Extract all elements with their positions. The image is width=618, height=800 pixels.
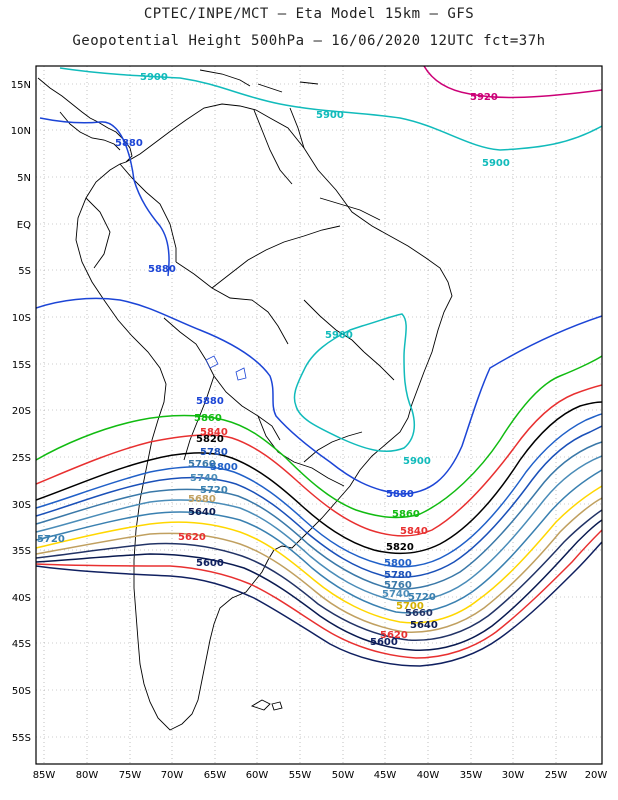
contour-label-5720: 5720 bbox=[408, 592, 436, 603]
contour-label-5800: 5800 bbox=[210, 462, 238, 473]
contour-label-5720: 5720 bbox=[37, 534, 65, 545]
contour-5740 bbox=[36, 455, 602, 602]
contour-label-5920: 5920 bbox=[470, 92, 498, 103]
contour-label-5660: 5660 bbox=[405, 608, 433, 619]
contour-label-5800: 5800 bbox=[384, 558, 412, 569]
contour-5860 bbox=[36, 355, 602, 519]
contour-label-5700: 5700 bbox=[396, 601, 424, 612]
contour-label-5820: 5820 bbox=[196, 434, 224, 445]
contour-5620 bbox=[36, 529, 602, 659]
contour-label-5780: 5780 bbox=[200, 447, 228, 458]
lat-tick-label: 5S bbox=[18, 266, 31, 277]
lat-tick-label: 15N bbox=[11, 80, 31, 91]
contour-label-5900: 5900 bbox=[403, 456, 431, 467]
contour-label-5860: 5860 bbox=[392, 509, 420, 520]
contour-label-5840: 5840 bbox=[200, 427, 228, 438]
lon-tick-label: 20W bbox=[585, 770, 608, 781]
contour-5900-north bbox=[59, 67, 602, 151]
lon-tick-label: 25W bbox=[545, 770, 568, 781]
contour-5680 bbox=[36, 497, 602, 633]
lat-tick-label: 55S bbox=[12, 733, 31, 744]
contour-label-5620: 5620 bbox=[380, 630, 408, 641]
lat-tick-label: 10S bbox=[12, 313, 31, 324]
contour-label-5880: 5880 bbox=[386, 489, 414, 500]
contour-label-5640: 5640 bbox=[410, 620, 438, 631]
map-frame bbox=[35, 65, 603, 765]
lat-tick-label: 20S bbox=[12, 406, 31, 417]
lat-tick-label: 25S bbox=[12, 453, 31, 464]
lat-tick-label: 15S bbox=[12, 360, 31, 371]
contour-label-5600: 5600 bbox=[196, 558, 224, 569]
lon-tick-label: 45W bbox=[374, 770, 397, 781]
contour-label-5780: 5780 bbox=[384, 570, 412, 581]
contour-label-5760: 5760 bbox=[188, 459, 216, 470]
graticule bbox=[36, 66, 602, 764]
map-title-line-2: Geopotential Height 500hPa – 16/06/2020 … bbox=[72, 33, 546, 49]
contour-5760 bbox=[36, 441, 602, 590]
falkland-islands bbox=[250, 699, 283, 711]
contour-5660 bbox=[36, 509, 602, 641]
contour-label-5640: 5640 bbox=[188, 507, 216, 518]
contour-label-5880: 5880 bbox=[115, 138, 143, 149]
contour-label-5860: 5860 bbox=[194, 413, 222, 424]
contour-5900-brazil bbox=[293, 313, 416, 452]
contour-5700 bbox=[36, 485, 602, 624]
lon-tick-label: 70W bbox=[161, 770, 184, 781]
lat-tick-label: 45S bbox=[12, 639, 31, 650]
lat-tick-label: 40S bbox=[12, 593, 31, 604]
contour-label-5600: 5600 bbox=[370, 637, 398, 648]
map-title-line-1: CPTEC/INPE/MCT – Eta Model 15km – GFS bbox=[143, 6, 475, 22]
contour-5840 bbox=[36, 384, 602, 537]
contour-label-5880: 5880 bbox=[148, 264, 176, 275]
contour-5880-north bbox=[39, 117, 170, 277]
lon-tick-label: 85W bbox=[33, 770, 56, 781]
contour-5820 bbox=[36, 401, 602, 555]
contour-5780 bbox=[36, 425, 602, 578]
lat-tick-label: 10N bbox=[11, 126, 31, 137]
contour-label-5740: 5740 bbox=[382, 589, 410, 600]
contour-label-5760: 5760 bbox=[384, 580, 412, 591]
contour-label-5840: 5840 bbox=[400, 526, 428, 537]
lon-tick-label: 65W bbox=[204, 770, 227, 781]
contour-5800 bbox=[36, 413, 602, 568]
lat-tick-label: 50S bbox=[12, 686, 31, 697]
contour-5640 bbox=[36, 519, 602, 651]
lon-tick-label: 55W bbox=[289, 770, 312, 781]
contour-label-5880: 5880 bbox=[196, 396, 224, 407]
lon-tick-label: 30W bbox=[502, 770, 525, 781]
lat-tick-label: 30S bbox=[12, 500, 31, 511]
lon-tick-label: 35W bbox=[460, 770, 483, 781]
lake bbox=[205, 355, 247, 381]
lat-tick-label: 5N bbox=[17, 173, 31, 184]
contour-label-5900: 5900 bbox=[325, 330, 353, 341]
lon-tick-label: 60W bbox=[246, 770, 269, 781]
contour-label-5740: 5740 bbox=[190, 473, 218, 484]
lon-tick-label: 50W bbox=[332, 770, 355, 781]
contour-label-5820: 5820 bbox=[386, 542, 414, 553]
lon-tick-label: 40W bbox=[417, 770, 440, 781]
contour-label-5680: 5680 bbox=[188, 494, 216, 505]
lon-tick-label: 80W bbox=[76, 770, 99, 781]
lon-tick-label: 75W bbox=[119, 770, 142, 781]
lat-tick-label: 35S bbox=[12, 546, 31, 557]
contour-5720 bbox=[36, 469, 602, 614]
contour-label-5620: 5620 bbox=[178, 532, 206, 543]
lat-tick-label: EQ bbox=[17, 220, 31, 231]
contour-5880 bbox=[36, 297, 602, 495]
contour-5920 bbox=[423, 66, 602, 99]
contour-label-5720: 5720 bbox=[200, 485, 228, 496]
contour-label-5900: 5900 bbox=[482, 158, 510, 169]
contour-label-5900: 5900 bbox=[316, 110, 344, 121]
contour-5600 bbox=[36, 541, 602, 667]
contour-label-5900: 5900 bbox=[140, 72, 168, 83]
